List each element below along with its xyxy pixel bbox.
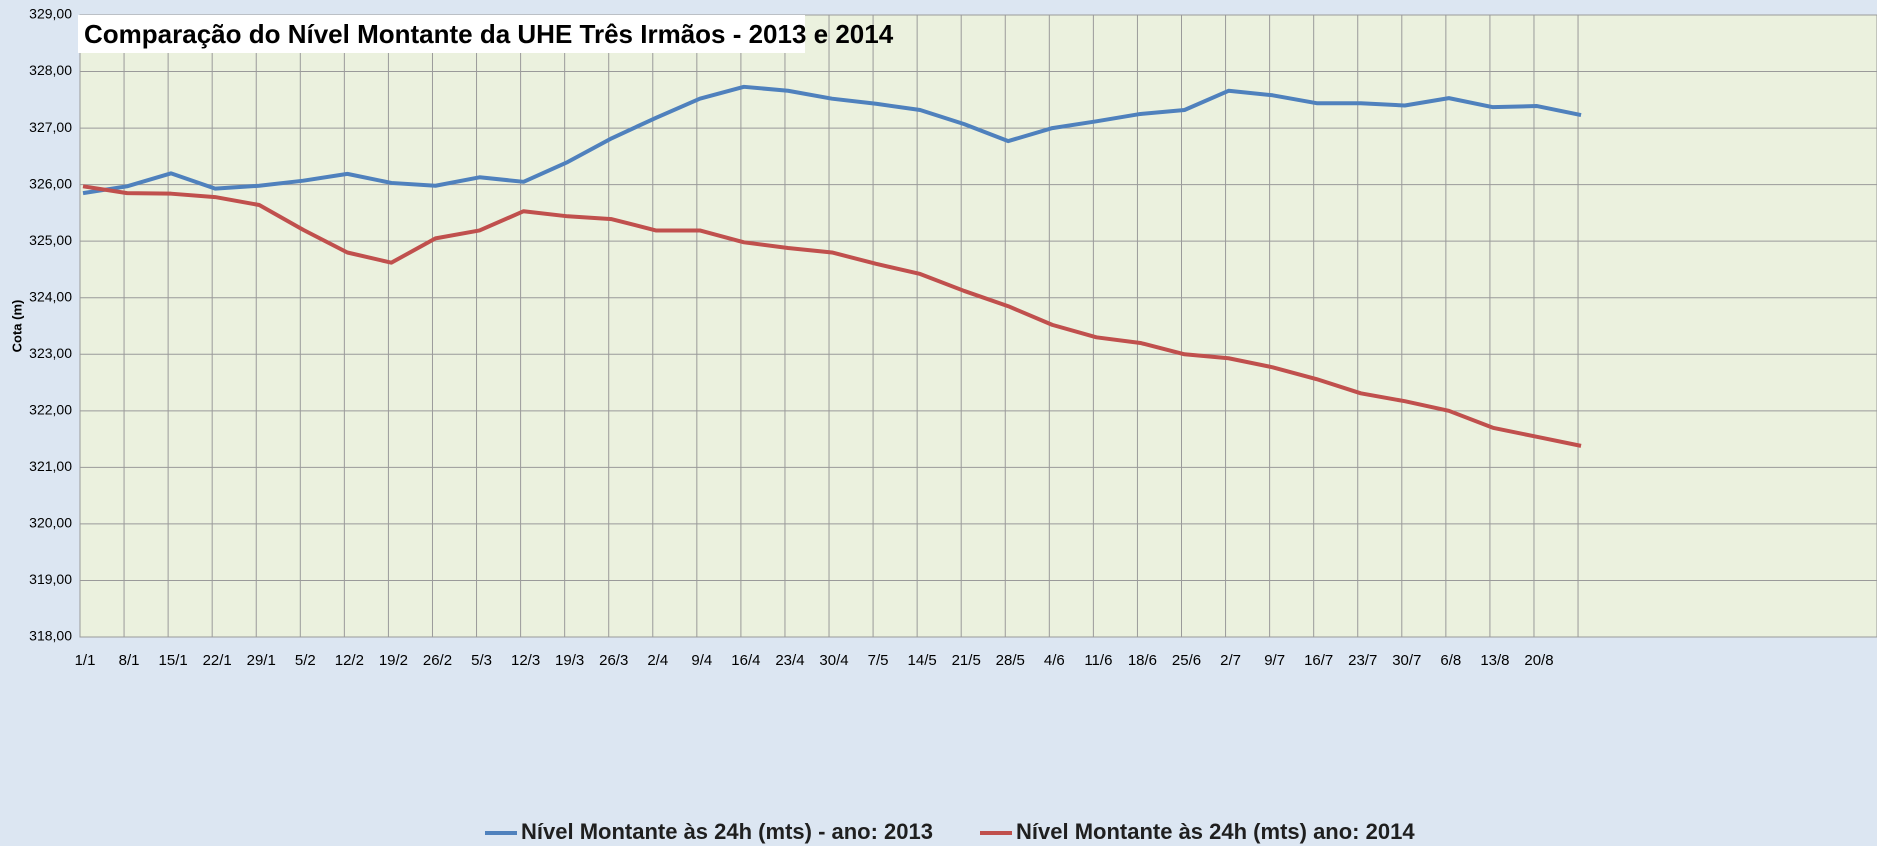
x-tick-label: 13/8	[1480, 652, 1509, 669]
series-line	[82, 84, 1582, 196]
series-line	[82, 184, 1582, 448]
x-tick-label: 11/6	[1084, 652, 1112, 669]
y-tick-label: 318,00	[29, 628, 72, 644]
x-tick-label: 7/5	[868, 652, 889, 669]
x-tick-label: 2/4	[647, 652, 668, 669]
x-tick-label: 18/6	[1128, 652, 1157, 669]
x-tick-label: 4/6	[1044, 652, 1065, 669]
y-tick-label: 326,00	[29, 175, 72, 191]
x-tick-label: 14/5	[908, 652, 937, 669]
x-tick-label: 9/7	[1264, 652, 1285, 669]
chart-title: Comparação do Nível Montante da UHE Três…	[84, 19, 894, 49]
y-tick-label: 321,00	[29, 458, 72, 474]
y-tick-label: 324,00	[29, 288, 72, 304]
y-tick-label: 322,00	[29, 402, 72, 418]
y-tick-label: 328,00	[29, 62, 72, 78]
x-tick-label: 5/3	[471, 652, 492, 669]
x-tick-label: 2/7	[1220, 652, 1241, 669]
x-tick-label: 6/8	[1440, 652, 1461, 669]
y-tick-label: 323,00	[29, 345, 72, 361]
x-tick-label: 8/1	[119, 652, 140, 669]
x-tick-label: 25/6	[1172, 652, 1201, 669]
x-tick-label: 12/3	[511, 652, 540, 669]
x-tick-label: 19/3	[555, 652, 584, 669]
x-tick-label: 21/5	[952, 652, 981, 669]
x-tick-label: 19/2	[379, 652, 408, 669]
x-tick-label: 16/7	[1304, 652, 1333, 669]
x-tick-label: 9/4	[691, 652, 712, 669]
y-tick-label: 325,00	[29, 232, 72, 248]
y-tick-label: 329,00	[29, 6, 72, 22]
x-tick-label: 26/2	[423, 652, 452, 669]
title-box	[78, 15, 805, 53]
x-tick-label: 16/4	[731, 652, 760, 669]
x-tick-label: 29/1	[247, 652, 276, 669]
y-axis-label: Cota (m)	[9, 300, 24, 353]
x-tick-label: 23/7	[1348, 652, 1377, 669]
x-tick-label: 20/8	[1524, 652, 1553, 669]
x-tick-label: 28/5	[996, 652, 1025, 669]
y-tick-label: 327,00	[29, 119, 72, 135]
x-tick-label: 23/4	[775, 652, 804, 669]
x-tick-label: 15/1	[159, 652, 188, 669]
x-tick-label: 30/4	[819, 652, 848, 669]
x-tick-label: 1/1	[75, 652, 96, 669]
x-tick-label: 5/2	[295, 652, 316, 669]
legend-label: Nível Montante às 24h (mts) ano: 2014	[1016, 819, 1415, 844]
x-tick-label: 30/7	[1392, 652, 1421, 669]
legend-label: Nível Montante às 24h (mts) - ano: 2013	[521, 819, 933, 844]
plot-area	[79, 14, 1877, 638]
x-tick-label: 12/2	[335, 652, 364, 669]
x-tick-label: 22/1	[203, 652, 232, 669]
y-tick-label: 319,00	[29, 571, 72, 587]
x-tick-label: 26/3	[599, 652, 628, 669]
y-tick-label: 320,00	[29, 515, 72, 531]
